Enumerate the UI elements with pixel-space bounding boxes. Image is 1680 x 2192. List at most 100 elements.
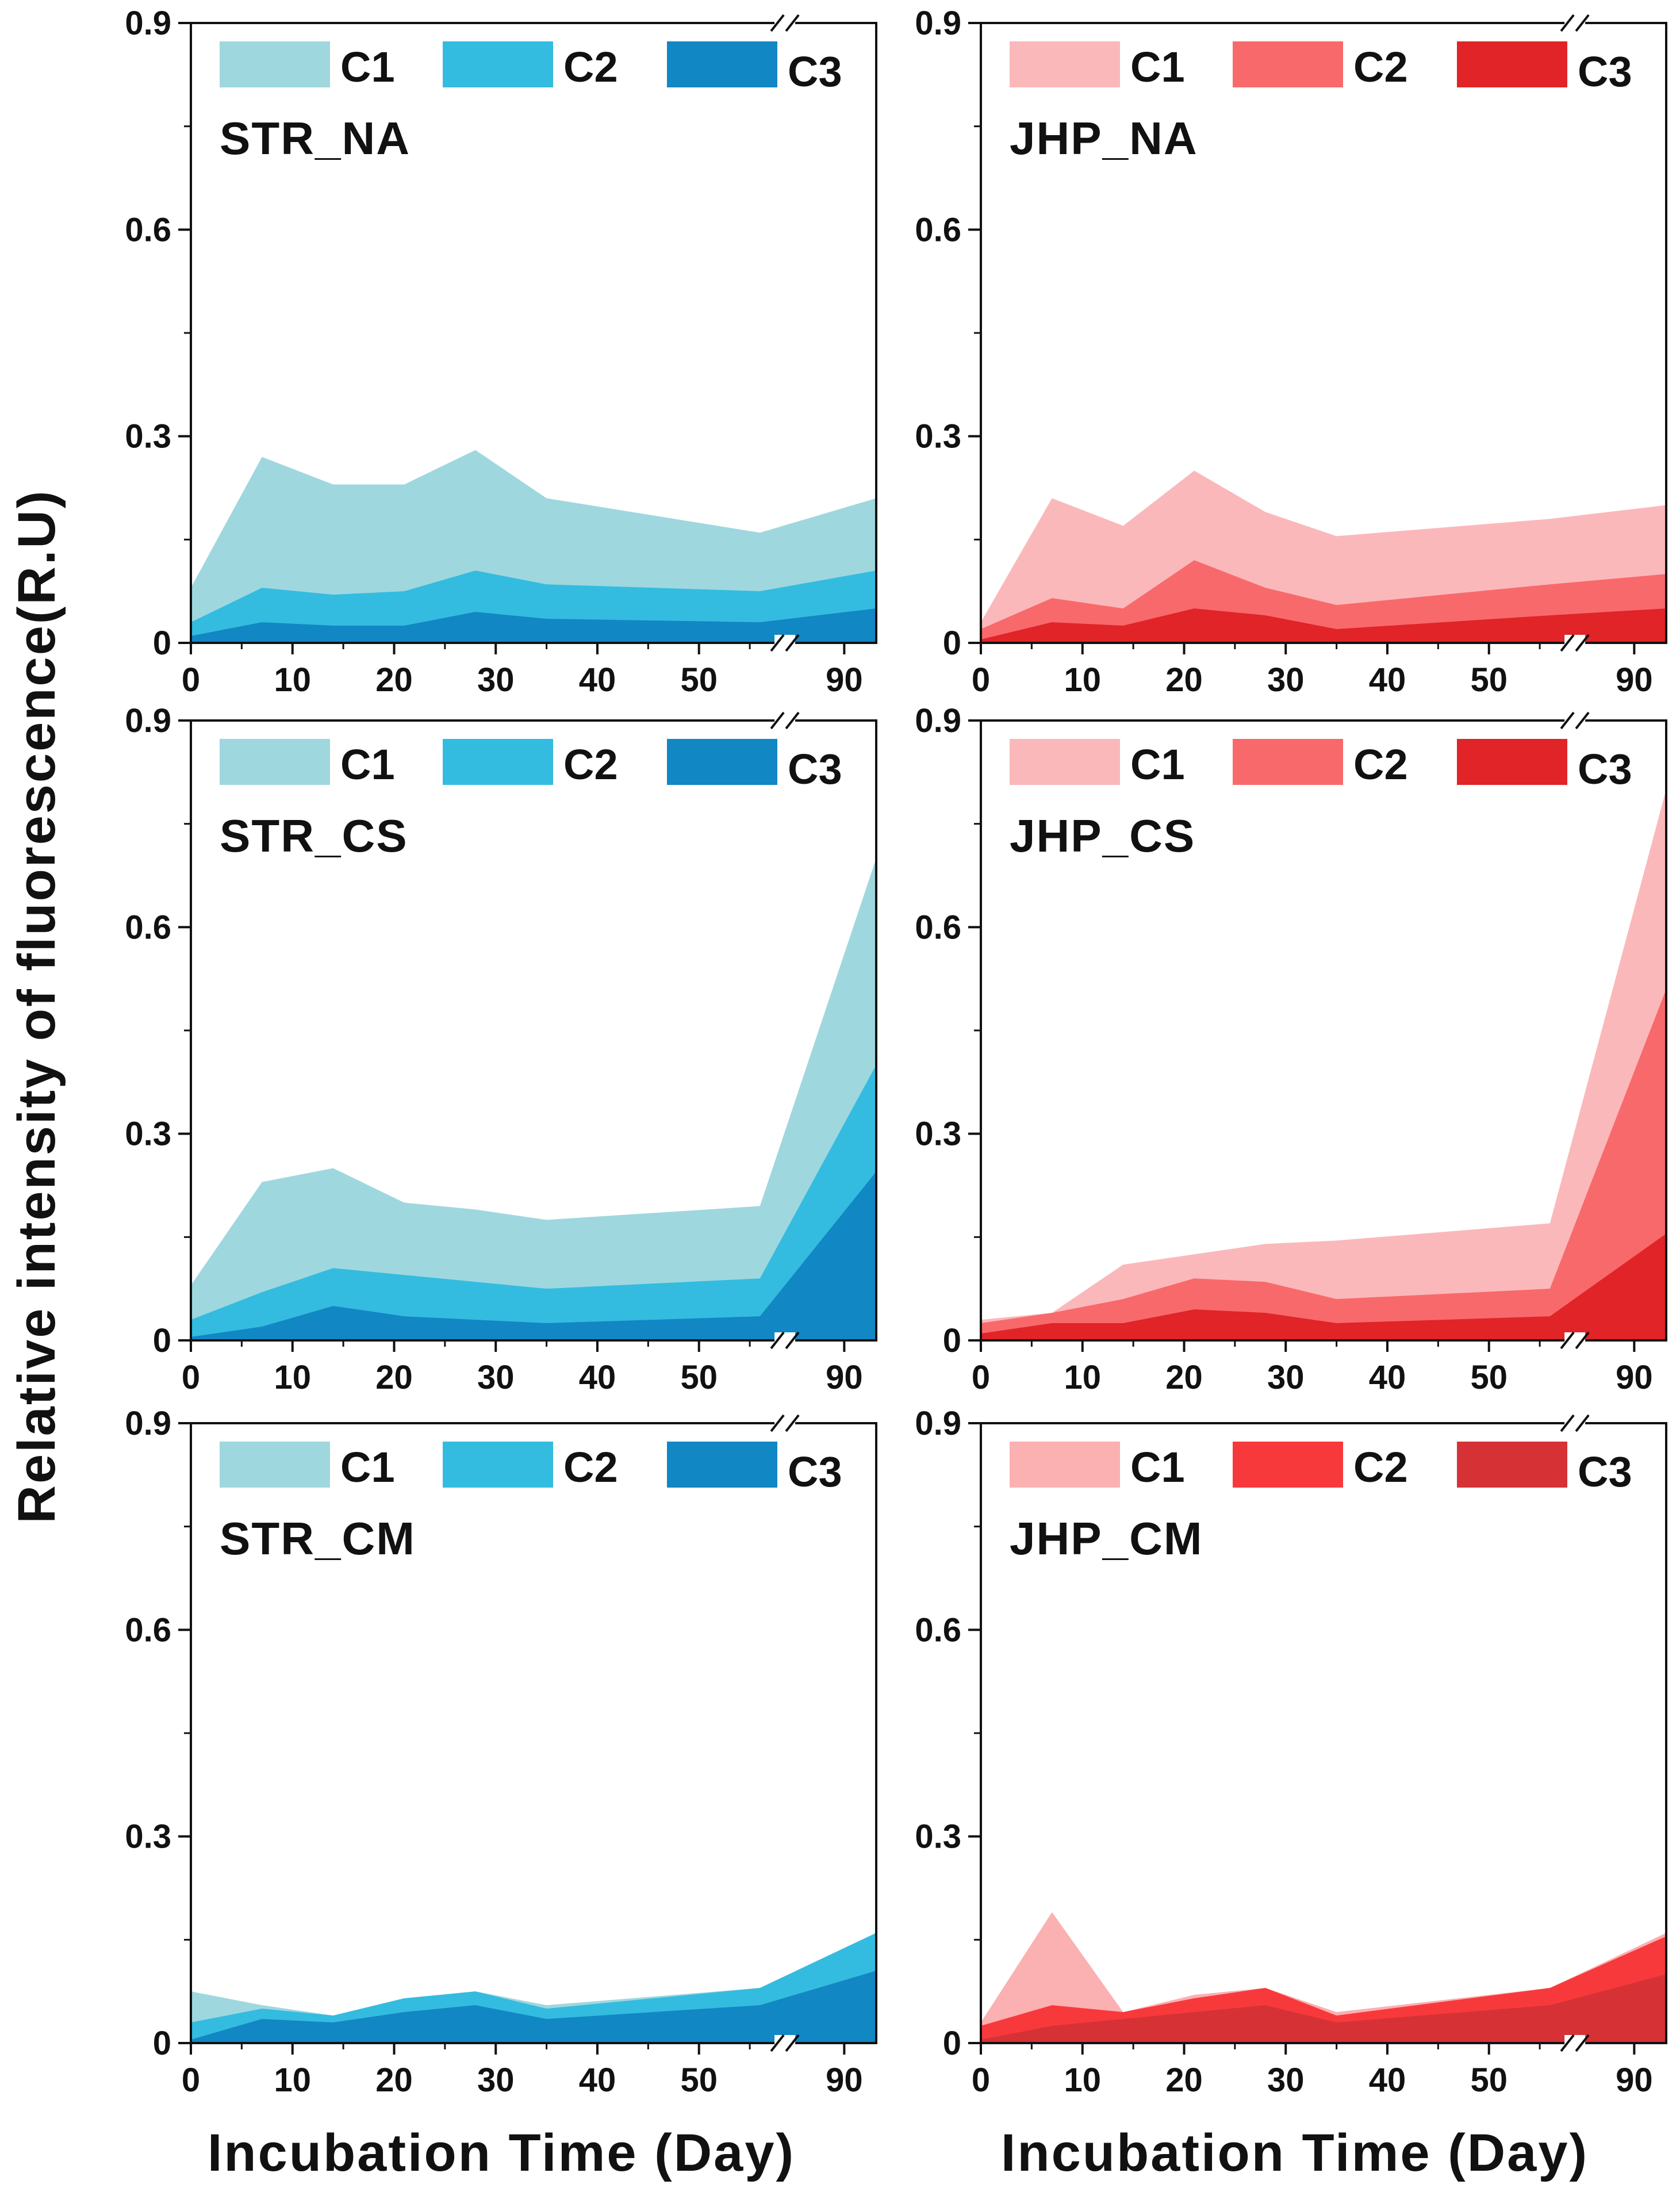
legend-swatch-c1 — [1010, 739, 1120, 785]
y-tick-label: 0.3 — [125, 1818, 171, 1856]
legend: C1 C2 C3 — [220, 739, 842, 793]
legend-label-c1: C1 — [340, 43, 395, 91]
legend-swatch-c1 — [1010, 41, 1120, 87]
x-tick-label: 0 — [972, 2061, 990, 2099]
x-tick-label: 0 — [182, 2061, 200, 2099]
axis-break-top — [1560, 711, 1590, 730]
legend-label-c2: C2 — [563, 1443, 618, 1491]
legend-swatch-c3 — [667, 1442, 777, 1488]
x-tick-label: 20 — [1165, 1359, 1203, 1396]
y-tick-label: 0.3 — [915, 418, 961, 455]
x-tick-label: 10 — [1064, 2061, 1101, 2099]
axis-break-top — [770, 14, 800, 32]
panel-title: JHP_CM — [1010, 1513, 1203, 1564]
x-tick-label: 20 — [375, 1359, 413, 1396]
legend-swatch-c2 — [443, 739, 553, 785]
axis-break-bottom — [770, 1331, 800, 1350]
legend-swatch-c2 — [1233, 1442, 1343, 1488]
legend: C1 C2 C3 — [220, 41, 842, 95]
axis-break-top — [1560, 14, 1590, 32]
y-tick-label: 0.9 — [915, 5, 961, 42]
legend-label-c1: C1 — [340, 741, 395, 788]
area-series-c2 — [191, 1064, 876, 1340]
legend-swatch-c3 — [667, 41, 777, 87]
y-tick-label: 0.9 — [915, 702, 961, 739]
axis-break-bottom — [770, 634, 800, 652]
legend-label-c3: C3 — [1578, 1448, 1632, 1496]
x-tick-label: 90 — [1616, 2061, 1653, 2099]
panel-jhp-cs: 0 0.3 0.6 0.9 0 10 20 30 40 50 90 C1 C2 C3 JHP_CS — [915, 702, 1667, 1396]
area-series-c3 — [191, 1971, 876, 2043]
y-tick-label: 0.3 — [125, 418, 171, 455]
y-tick-label: 0 — [943, 2025, 961, 2062]
x-tick-label: 10 — [274, 661, 311, 699]
legend-swatch-c3 — [667, 739, 777, 785]
y-tick-label: 0.9 — [915, 1405, 961, 1442]
x-tick-label: 10 — [274, 1359, 311, 1396]
x-tick-label: 30 — [1267, 1359, 1305, 1396]
y-tick-label: 0.3 — [125, 1116, 171, 1153]
x-tick-label: 40 — [1369, 2061, 1406, 2099]
x-tick-label: 30 — [477, 1359, 515, 1396]
legend: C1 C2 C3 — [1010, 739, 1632, 793]
x-tick-label: 10 — [274, 2061, 311, 2099]
legend-swatch-c2 — [1233, 41, 1343, 87]
y-tick-label: 0 — [943, 624, 961, 662]
y-tick-label: 0.6 — [125, 211, 171, 248]
legend-label-c2: C2 — [563, 741, 618, 788]
y-tick-label: 0.9 — [125, 5, 171, 42]
legend-label-c2: C2 — [1353, 741, 1408, 788]
y-axis-title: Relative intensity of fluorescence(R.U) — [7, 489, 66, 1524]
panel-title: STR_CS — [220, 810, 408, 861]
x-tick-label: 40 — [579, 1359, 616, 1396]
legend-label-c1: C1 — [340, 1443, 395, 1491]
legend-swatch-c1 — [220, 739, 330, 785]
panel-title: STR_CM — [220, 1513, 416, 1564]
legend-label-c2: C2 — [1353, 1443, 1408, 1491]
x-tick-label: 30 — [1267, 661, 1305, 699]
x-tick-label: 50 — [1470, 2061, 1508, 2099]
legend-swatch-c3 — [1457, 739, 1567, 785]
x-tick-label: 20 — [1165, 2061, 1203, 2099]
x-tick-label: 40 — [1369, 1359, 1406, 1396]
x-tick-label: 30 — [477, 2061, 515, 2099]
x-tick-label: 10 — [1064, 1359, 1101, 1396]
legend: C1 C2 C3 — [1010, 41, 1632, 95]
x-tick-label: 50 — [1470, 1359, 1508, 1396]
y-tick-label: 0.6 — [915, 1611, 961, 1649]
x-tick-label: 30 — [477, 661, 515, 699]
panels: 0 0.3 0.6 0.9 0 10 20 30 40 50 90 C1 C2 C3 STR_NA 0 0.3 0… — [125, 5, 1667, 2099]
legend-label-c1: C1 — [1130, 43, 1185, 91]
axis-break-top — [770, 711, 800, 730]
legend-label-c3: C3 — [1578, 745, 1632, 793]
panel-str-cm: 0 0.3 0.6 0.9 0 10 20 30 40 50 90 C1 C2 C3 STR_CM — [125, 1405, 877, 2099]
panel-jhp-na: 0 0.3 0.6 0.9 0 10 20 30 40 50 90 C1 C2 C3 JHP_NA — [915, 5, 1667, 699]
x-tick-label: 0 — [972, 661, 990, 699]
panel-title: STR_NA — [220, 113, 411, 164]
y-tick-label: 0.3 — [915, 1818, 961, 1856]
x-tick-label: 20 — [1165, 661, 1203, 699]
area-series-c3 — [981, 1974, 1666, 2043]
x-tick-label: 40 — [579, 2061, 616, 2099]
x-axis-title-left: Incubation Time (Day) — [208, 2124, 795, 2182]
panel-str-cs: 0 0.3 0.6 0.9 0 10 20 30 40 50 90 C1 C2 C3 STR_CS — [125, 702, 877, 1396]
axis-break-bottom — [1560, 2034, 1590, 2052]
legend-label-c3: C3 — [788, 1448, 842, 1496]
y-tick-label: 0.6 — [125, 1611, 171, 1649]
panel-title: JHP_NA — [1010, 113, 1198, 164]
legend-label-c1: C1 — [1130, 1443, 1185, 1491]
x-tick-label: 90 — [1616, 661, 1653, 699]
x-tick-label: 0 — [972, 1359, 990, 1396]
legend-label-c3: C3 — [1578, 48, 1632, 95]
x-tick-label: 50 — [680, 1359, 718, 1396]
legend: C1 C2 C3 — [1010, 1442, 1632, 1496]
legend-swatch-c2 — [1233, 739, 1343, 785]
y-tick-label: 0.6 — [915, 211, 961, 248]
area-series-c1 — [191, 858, 876, 1340]
x-tick-label: 30 — [1267, 2061, 1305, 2099]
x-tick-label: 40 — [579, 661, 616, 699]
legend-swatch-c2 — [443, 41, 553, 87]
x-tick-label: 20 — [375, 661, 413, 699]
legend-swatch-c2 — [443, 1442, 553, 1488]
